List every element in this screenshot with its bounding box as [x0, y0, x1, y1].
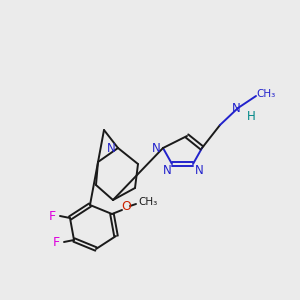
Text: H: H: [247, 110, 255, 122]
Text: F: F: [52, 236, 60, 248]
Text: CH₃: CH₃: [138, 197, 158, 207]
Text: N: N: [195, 164, 203, 178]
Text: N: N: [232, 101, 240, 115]
Text: F: F: [48, 209, 56, 223]
Text: CH₃: CH₃: [256, 89, 276, 99]
Text: O: O: [121, 200, 131, 212]
Text: N: N: [106, 142, 116, 154]
Text: N: N: [163, 164, 171, 178]
Text: N: N: [152, 142, 160, 154]
